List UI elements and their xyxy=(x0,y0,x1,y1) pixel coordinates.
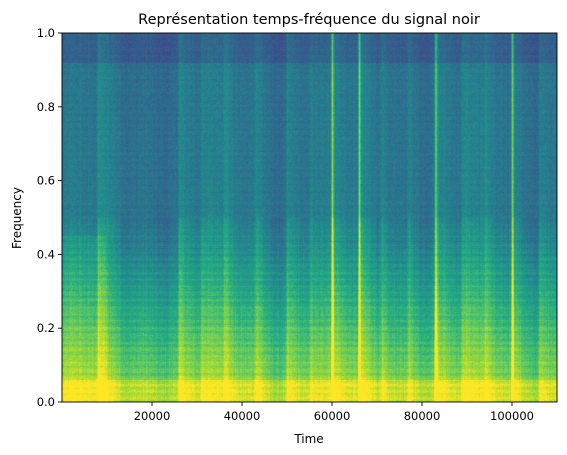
x-tick-label: 80000 xyxy=(404,409,441,423)
y-tick-label: 0.2 xyxy=(37,321,55,335)
y-axis: 0.0 0.2 0.4 0.6 0.8 1.0 xyxy=(37,26,62,409)
y-tick-label: 0.8 xyxy=(37,100,55,114)
x-tick-label: 60000 xyxy=(314,409,351,423)
chart-title: Représentation temps-fréquence du signal… xyxy=(138,12,480,28)
y-axis-label: Frequency xyxy=(10,187,24,249)
y-tick-label: 0.0 xyxy=(37,395,55,409)
x-axis: 20000 40000 60000 80000 100000 xyxy=(134,402,534,423)
spectrogram-image xyxy=(62,33,557,402)
y-tick-label: 0.4 xyxy=(37,247,55,261)
x-axis-label: Time xyxy=(293,432,323,446)
x-tick-label: 20000 xyxy=(134,409,171,423)
y-tick-label: 1.0 xyxy=(37,26,55,40)
x-tick-label: 100000 xyxy=(490,409,534,423)
x-tick-label: 40000 xyxy=(224,409,261,423)
plot-frame xyxy=(61,32,558,403)
y-tick-label: 0.6 xyxy=(37,174,55,188)
